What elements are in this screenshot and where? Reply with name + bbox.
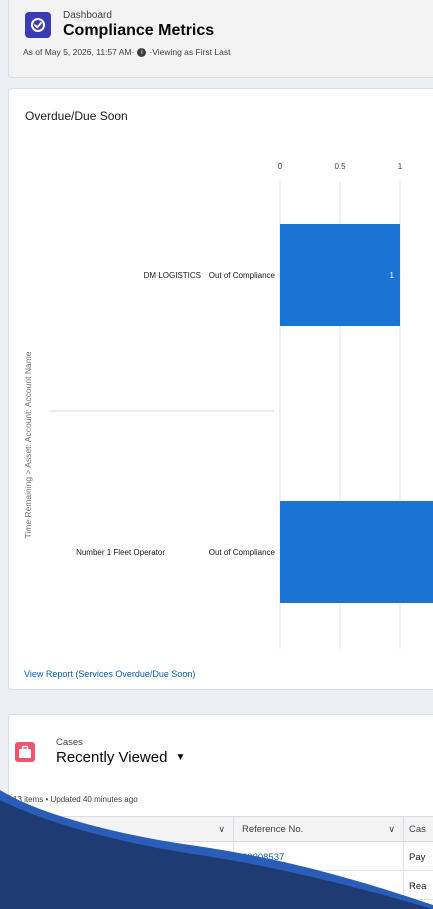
chart-card: Overdue/Due Soon 0 0.5 1 Time Remaining > A… <box>8 88 433 690</box>
bar-data-label: 1 <box>390 271 395 280</box>
cases-briefcase-icon <box>15 742 35 762</box>
cases-card: Cases Recently Viewed ▼ 13 items • Updat… <box>8 714 433 909</box>
table-header: Case ∨ Reference No. ∨ Cas <box>9 816 433 842</box>
chevron-down-icon[interactable]: ∨ <box>218 823 225 834</box>
overdue-bar-chart[interactable]: 0 0.5 1 Time Remaining > Asset: Account: Ac… <box>9 89 433 691</box>
view-report-link[interactable]: View Report (Services Overdue/Due Soon) <box>24 669 196 679</box>
column-label: Case <box>79 823 102 835</box>
x-tick-label: 1 <box>398 162 403 171</box>
caret-down-icon[interactable]: ▼ <box>175 752 186 763</box>
bar <box>280 501 433 603</box>
chart-title: Overdue/Due Soon <box>25 109 128 123</box>
case-cell[interactable] <box>9 872 234 900</box>
dashboard-gauge-icon <box>25 12 51 38</box>
x-tick-label: 0.5 <box>334 162 346 171</box>
reference-link[interactable]: 00008537 <box>234 843 404 871</box>
items-meta: 13 items • Updated 40 minutes ago <box>13 795 138 804</box>
dashboard-subtitle: As of May 5, 2026, 11:57 AM· i ·Viewing … <box>23 47 230 57</box>
column-header-case-type[interactable]: Cas <box>404 817 433 841</box>
case-type-cell: Pay <box>409 851 426 863</box>
breadcrumb[interactable]: Dashboard <box>63 10 112 21</box>
table-row[interactable]: 00008537 Pay <box>9 843 433 871</box>
x-tick-label: 0 <box>278 162 283 171</box>
viewing-as-text: ·Viewing as First Last <box>149 47 231 57</box>
category-group-label: Number 1 Fleet Operator <box>76 548 165 557</box>
category-sub-label: Out of Compliance <box>209 271 276 280</box>
case-type-cell: Rea <box>409 880 427 892</box>
as-of-timestamp: As of May 5, 2026, 11:57 AM· <box>23 47 135 57</box>
column-header-reference[interactable]: Reference No. ∨ <box>234 817 404 841</box>
category-sub-label: Out of Compliance <box>209 548 276 557</box>
page-title: Compliance Metrics <box>63 22 215 39</box>
info-icon[interactable]: i <box>137 47 147 57</box>
case-cell[interactable] <box>9 843 234 871</box>
column-header-case[interactable]: Case ∨ <box>9 817 234 841</box>
bar <box>280 224 400 326</box>
y-axis-label: Time Remaining > Asset: Account: Account… <box>23 351 33 538</box>
chevron-down-icon[interactable]: ∨ <box>388 823 395 834</box>
column-label: Reference No. <box>242 823 304 835</box>
cases-object-label: Cases <box>56 737 83 748</box>
dashboard-header: Dashboard Compliance Metrics As of May 5… <box>8 0 433 78</box>
reference-link[interactable] <box>234 872 404 900</box>
category-group-label: DM LOGISTICS <box>144 271 201 280</box>
column-label: Cas <box>409 823 426 835</box>
list-view-name: Recently Viewed <box>56 749 168 766</box>
list-view-selector[interactable]: Recently Viewed ▼ <box>56 749 185 766</box>
table-row[interactable]: Rea <box>9 872 433 900</box>
